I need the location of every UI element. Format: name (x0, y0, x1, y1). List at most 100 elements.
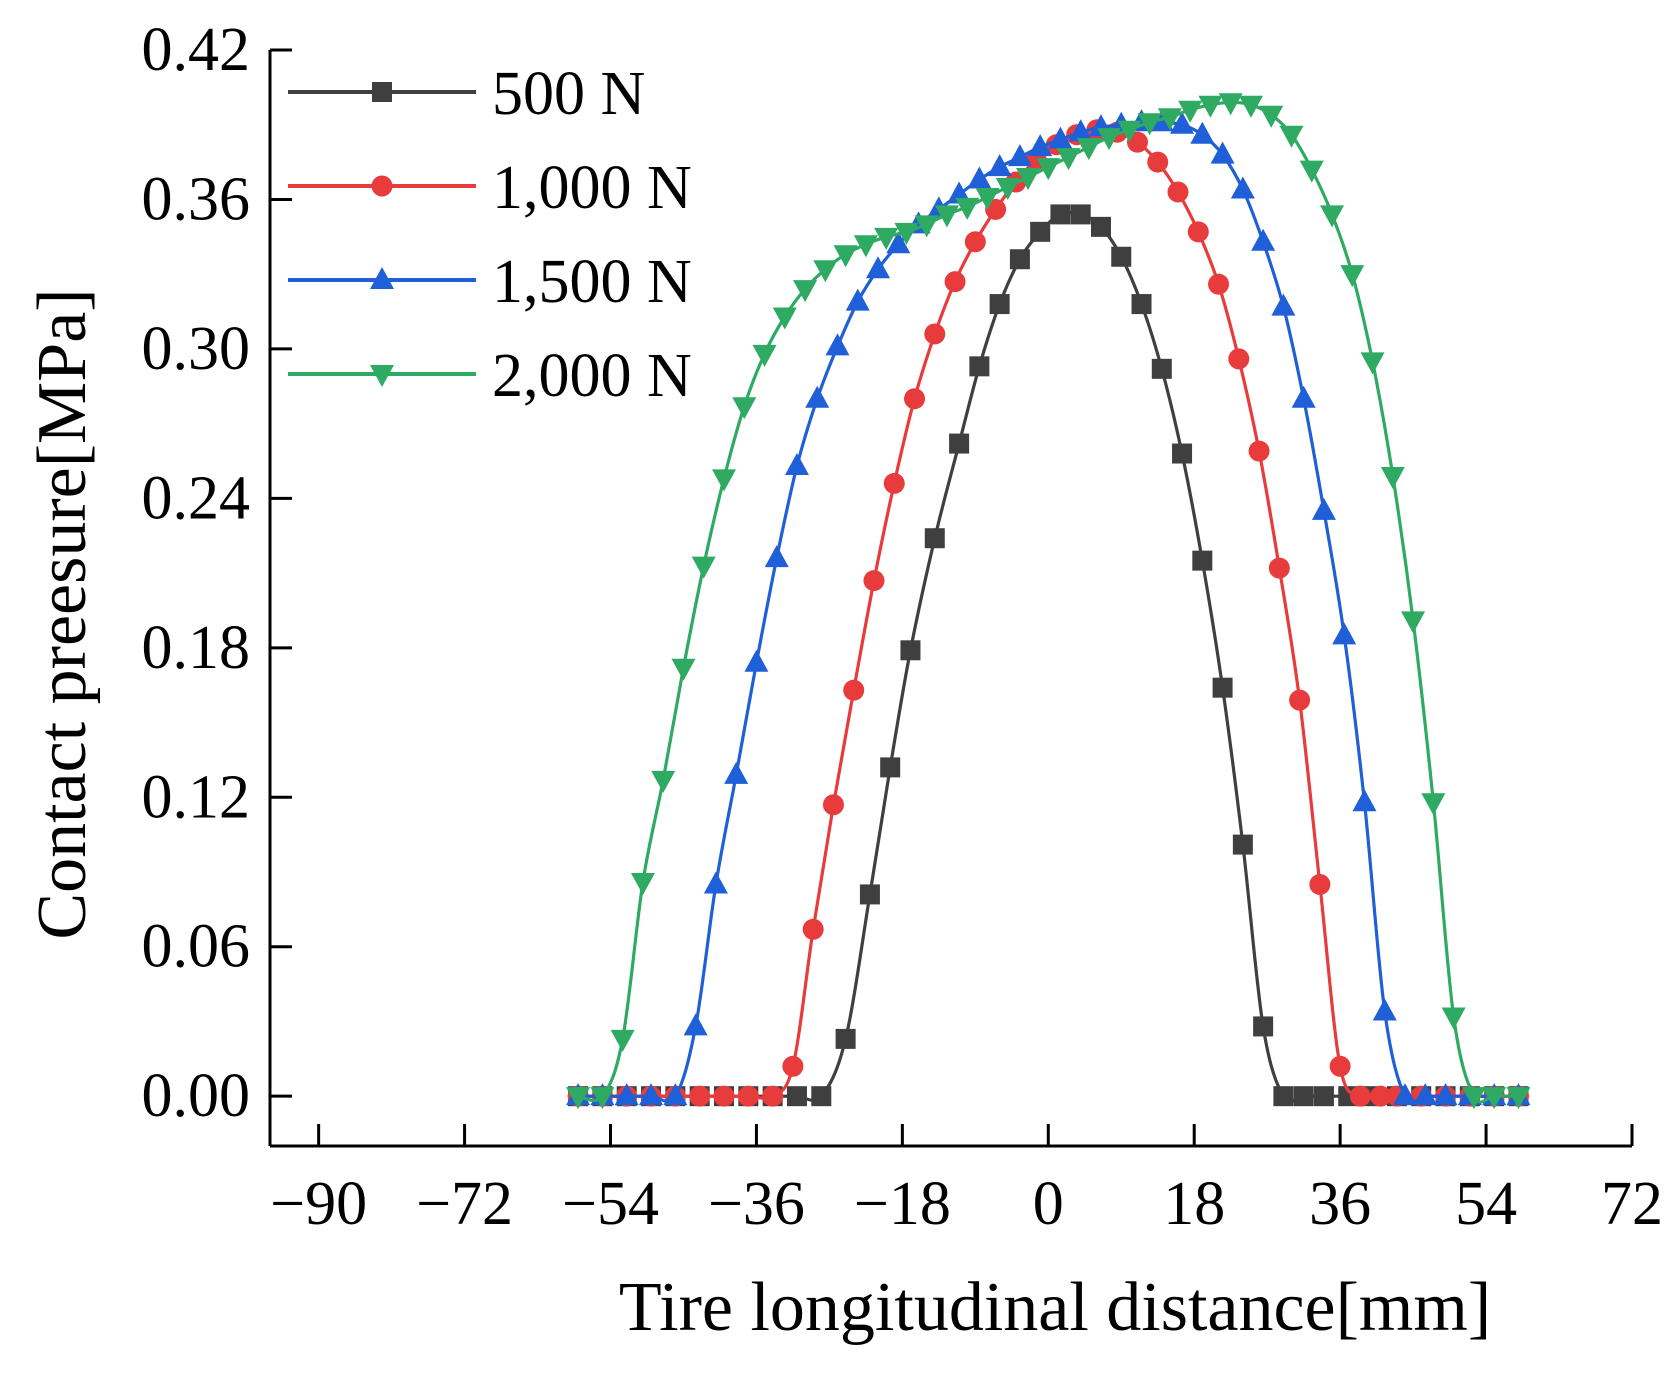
data-point (744, 649, 769, 672)
data-point (805, 385, 830, 408)
data-point (1076, 138, 1101, 161)
data-point (752, 344, 777, 367)
data-point (610, 1029, 635, 1052)
data-point (1393, 1083, 1417, 1106)
legend-marker (370, 365, 394, 387)
data-point (1097, 128, 1122, 151)
data-point (1192, 550, 1213, 571)
y-tick-label: 0.12 (142, 763, 251, 831)
data-point (969, 356, 990, 377)
data-point (671, 658, 696, 681)
data-point (1401, 611, 1426, 634)
data-point (1311, 497, 1336, 520)
x-tick-label: 0 (1033, 1170, 1064, 1238)
legend-label: 1,500 N (492, 248, 692, 316)
data-point (1332, 622, 1357, 645)
data-point (1251, 228, 1276, 251)
data-point (1230, 176, 1255, 199)
data-point (1299, 160, 1324, 183)
data-point (1340, 265, 1365, 288)
data-point (1190, 121, 1215, 144)
data-point (1048, 126, 1073, 149)
data-point (1228, 348, 1250, 370)
data-point (967, 166, 992, 189)
data-point (866, 256, 891, 279)
x-tick-label: −18 (854, 1170, 951, 1238)
data-point (1421, 793, 1446, 816)
data-point (975, 187, 1000, 210)
data-point (835, 1028, 856, 1049)
data-point (900, 640, 921, 661)
x-tick-label: 54 (1455, 1170, 1517, 1238)
data-point (1291, 385, 1316, 408)
data-point (1320, 205, 1345, 228)
data-point (1030, 221, 1051, 242)
data-point (1212, 677, 1233, 698)
data-point (822, 794, 844, 816)
data-point (737, 1085, 759, 1107)
y-tick-label: 0.06 (142, 913, 251, 981)
data-point (1413, 1083, 1438, 1106)
data-point (843, 679, 865, 701)
x-tick-label: 18 (1163, 1170, 1225, 1238)
data-point (934, 205, 959, 228)
data-point (590, 1087, 615, 1110)
data-point (1313, 1086, 1334, 1107)
data-point (924, 323, 946, 345)
data-point (1506, 1087, 1531, 1110)
data-point (944, 271, 966, 293)
data-point (1157, 108, 1182, 131)
legend-marker (371, 175, 393, 197)
data-point (713, 1085, 735, 1107)
data-point (793, 280, 818, 303)
data-point (1370, 1085, 1392, 1107)
data-point (1131, 294, 1152, 315)
data-point (802, 918, 824, 940)
data-point (1050, 204, 1071, 225)
data-point (1248, 440, 1270, 462)
data-point (1273, 1086, 1294, 1107)
data-point (845, 288, 870, 311)
data-point (1028, 134, 1053, 157)
legend-label: 2,000 N (492, 342, 692, 410)
data-point (1329, 1055, 1351, 1077)
data-point (863, 570, 885, 592)
series-2-000-n (566, 93, 1531, 1110)
data-point (1007, 144, 1032, 167)
data-point (566, 1087, 591, 1110)
data-point (1372, 998, 1397, 1021)
data-point (1068, 119, 1093, 142)
data-point (1441, 1007, 1466, 1030)
data-point (904, 388, 926, 410)
data-point (987, 154, 1012, 177)
data-point (995, 178, 1020, 200)
y-tick-label: 0.42 (142, 16, 251, 84)
x-tick-label: −36 (708, 1170, 805, 1238)
data-point (786, 1086, 807, 1107)
data-point (689, 1085, 711, 1107)
data-point (833, 245, 858, 268)
data-point (924, 528, 945, 549)
data-point (614, 1083, 639, 1106)
data-point (859, 884, 880, 905)
legend: 500 N 1,000 N 1,500 N 2,000 N (288, 60, 692, 410)
data-point (914, 215, 939, 238)
data-point (1293, 1086, 1314, 1107)
data-point (1056, 148, 1081, 171)
data-point (811, 1086, 832, 1107)
data-point (1352, 789, 1377, 812)
data-point (1117, 120, 1142, 143)
data-point (1090, 216, 1111, 237)
data-point (639, 1083, 664, 1106)
legend-item: 1,000 N (288, 154, 692, 222)
legend-item: 1,500 N (288, 248, 692, 316)
data-point (1016, 168, 1041, 191)
series-layer (566, 93, 1531, 1110)
legend-item: 500 N (288, 60, 645, 128)
data-point (894, 222, 919, 245)
data-point (784, 452, 809, 475)
data-point (1289, 689, 1311, 711)
data-point (964, 231, 986, 253)
data-point (663, 1083, 688, 1106)
